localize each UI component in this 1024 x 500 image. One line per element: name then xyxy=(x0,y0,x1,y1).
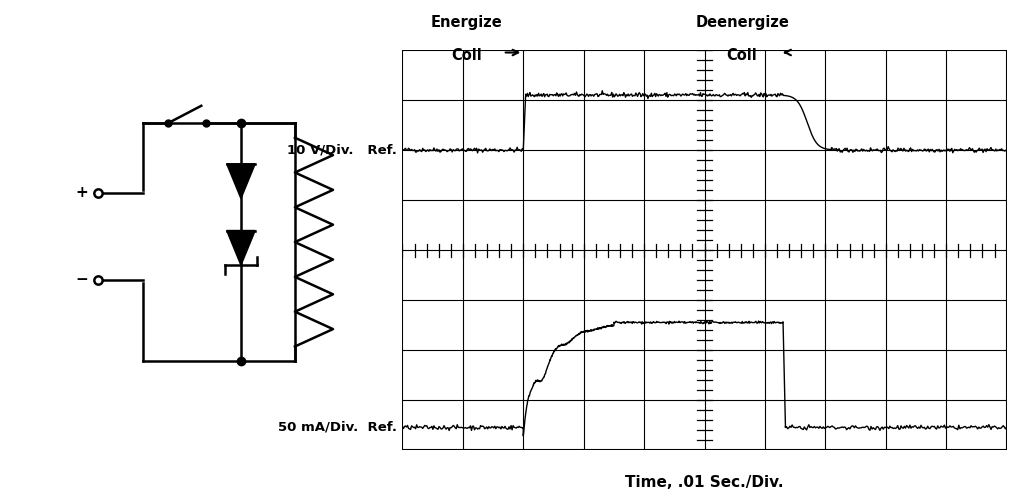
Text: Coil: Coil xyxy=(452,48,482,62)
Text: 10 V/Div.   Ref.: 10 V/Div. Ref. xyxy=(288,144,397,156)
Text: 50 mA/Div.  Ref.: 50 mA/Div. Ref. xyxy=(279,421,397,434)
Polygon shape xyxy=(226,230,255,266)
Text: Time, .01 Sec./Div.: Time, .01 Sec./Div. xyxy=(626,475,783,490)
Text: Deenergize: Deenergize xyxy=(695,15,790,30)
Text: Coil: Coil xyxy=(727,48,758,62)
Text: +: + xyxy=(76,186,89,200)
Text: Energize: Energize xyxy=(431,15,503,30)
Text: −: − xyxy=(76,272,89,287)
Polygon shape xyxy=(226,164,255,198)
